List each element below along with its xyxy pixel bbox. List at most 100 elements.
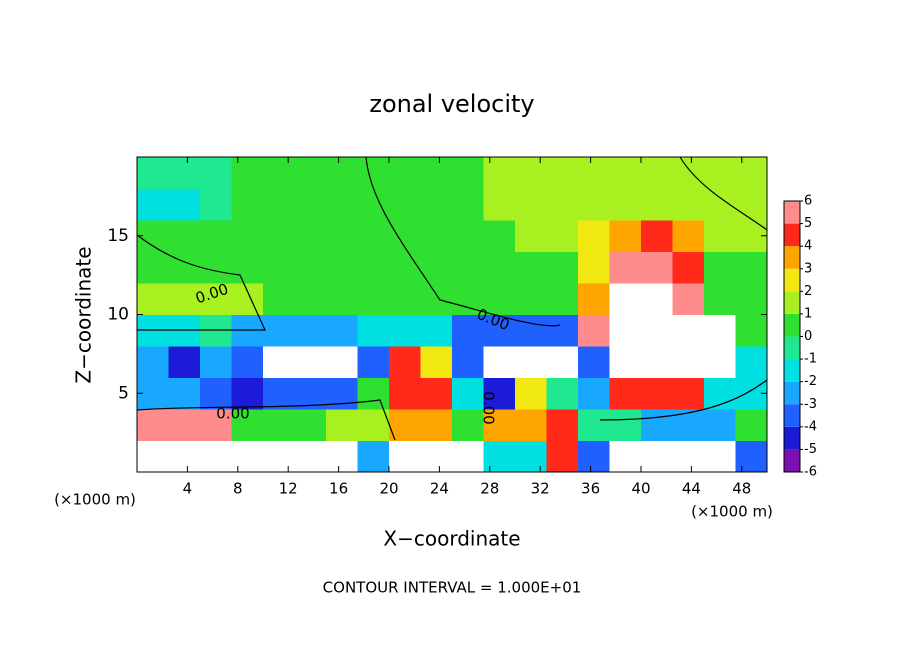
cell	[515, 377, 547, 410]
cell	[641, 251, 673, 284]
cell	[609, 346, 642, 378]
x-unit-label: (×1000 m)	[691, 503, 773, 521]
cell	[452, 409, 484, 441]
contour-label: 0.00	[480, 391, 498, 424]
cell	[609, 283, 642, 315]
cell	[168, 409, 201, 441]
colorbar-swatch	[784, 268, 800, 292]
cell	[672, 157, 705, 189]
cell	[641, 283, 673, 315]
cell	[137, 157, 169, 189]
cell	[294, 409, 327, 441]
cell	[578, 314, 610, 347]
x-tick-label: 24	[430, 480, 449, 498]
colorbar-tick-label: 3	[804, 261, 812, 276]
colorbar: -6 -5 -4 -3 -2 -1 0 1 2 3 4 5 6	[783, 194, 817, 480]
cell	[231, 346, 264, 378]
cell	[735, 188, 768, 221]
cell	[546, 377, 579, 410]
cell	[168, 283, 201, 315]
cell	[672, 283, 705, 315]
cell	[200, 440, 232, 473]
cell	[704, 283, 736, 315]
cell	[483, 409, 516, 441]
cell	[483, 346, 516, 378]
cell	[735, 346, 768, 378]
cell	[294, 346, 327, 378]
cell	[452, 314, 484, 347]
cell	[641, 377, 673, 410]
cell	[546, 409, 579, 441]
x-tick-label: 44	[682, 480, 701, 498]
cell	[735, 409, 768, 441]
colorbar-tick-label: 2	[804, 284, 812, 299]
cell	[200, 346, 232, 378]
cell	[231, 377, 264, 410]
cell	[168, 346, 201, 378]
x-tick-label: 48	[732, 480, 751, 498]
cell	[704, 346, 736, 378]
cell	[735, 283, 768, 315]
cell	[420, 283, 453, 315]
cell	[546, 346, 579, 378]
cell	[578, 377, 610, 410]
cell	[263, 157, 295, 189]
cell	[326, 188, 358, 221]
colorbar-tick-label: 1	[804, 306, 812, 321]
cell	[578, 409, 610, 441]
cell	[231, 220, 264, 252]
cell	[326, 251, 358, 284]
y-tick-label: 15	[107, 226, 129, 246]
cell	[294, 314, 327, 347]
cell	[326, 314, 358, 347]
cell	[389, 314, 421, 347]
cell	[326, 220, 358, 252]
x-tick-label: 28	[480, 480, 499, 498]
cell	[263, 440, 295, 473]
colorbar-swatch	[784, 246, 800, 269]
cell	[672, 188, 705, 221]
cell	[357, 251, 390, 284]
x-tick-label: 36	[581, 480, 600, 498]
colorbar-tick-label: -6	[804, 465, 817, 480]
cell	[357, 377, 390, 410]
cell	[546, 283, 579, 315]
cell	[483, 377, 516, 410]
cell	[231, 157, 264, 189]
colorbar-tick-label: -2	[804, 374, 817, 389]
cell	[609, 251, 642, 284]
cell	[231, 409, 264, 441]
cell	[200, 409, 232, 441]
cell	[200, 283, 232, 315]
cell	[389, 409, 421, 441]
y-tick-label: 10	[107, 305, 129, 325]
cell	[452, 251, 484, 284]
cell	[609, 409, 642, 441]
cell	[231, 188, 264, 221]
cell	[578, 188, 610, 221]
cell	[294, 377, 327, 410]
cell	[672, 346, 705, 378]
cell	[704, 157, 736, 189]
cell	[578, 251, 610, 284]
cell	[704, 409, 736, 441]
cell	[704, 314, 736, 347]
cell	[578, 157, 610, 189]
cell	[483, 220, 516, 252]
cell	[735, 157, 768, 189]
colorbar-swatch	[784, 313, 800, 337]
cell	[735, 440, 768, 473]
cell	[263, 314, 295, 347]
cell	[578, 220, 610, 252]
cell	[389, 251, 421, 284]
cell	[357, 283, 390, 315]
cell	[452, 283, 484, 315]
cell	[672, 440, 705, 473]
chart-title: zonal velocity	[369, 90, 534, 118]
cell	[137, 251, 169, 284]
cell	[200, 377, 232, 410]
cell	[515, 220, 547, 252]
contour-line	[136, 156, 768, 441]
cell	[357, 409, 390, 441]
colorbar-swatch	[784, 291, 800, 314]
